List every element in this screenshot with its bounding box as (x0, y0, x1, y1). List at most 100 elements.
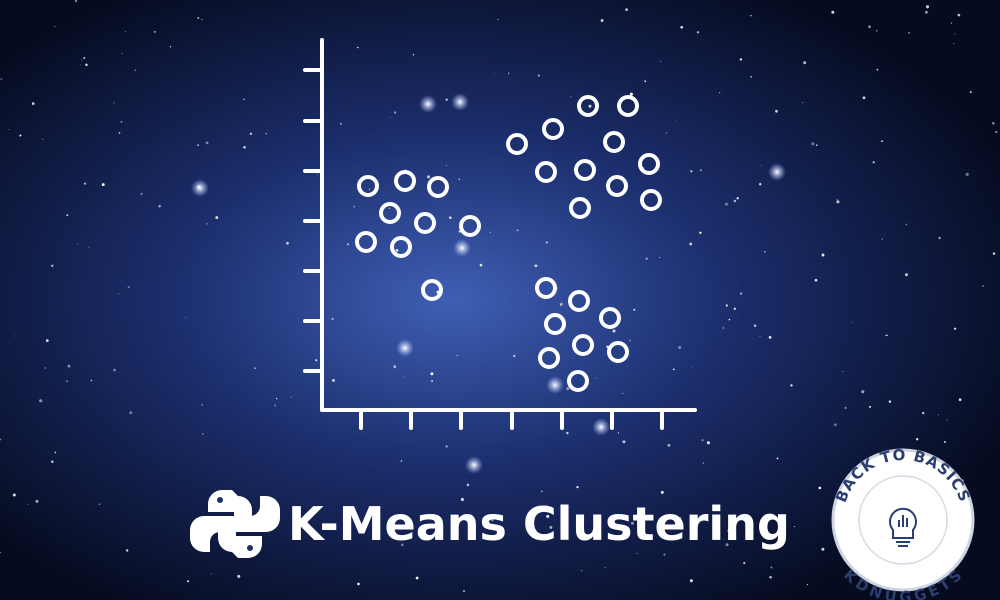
star (315, 359, 318, 362)
star (851, 322, 853, 324)
star (404, 376, 405, 378)
star (629, 92, 633, 96)
star (215, 216, 219, 220)
star (516, 229, 519, 232)
star (725, 202, 728, 206)
point (379, 202, 401, 224)
bright-star (451, 93, 469, 111)
star (83, 57, 86, 59)
star (395, 249, 399, 252)
star (834, 423, 837, 427)
plot-axes (303, 38, 697, 430)
star (969, 91, 972, 94)
star (413, 188, 414, 190)
star (636, 552, 638, 554)
star (201, 404, 203, 406)
star (736, 197, 739, 200)
star (254, 367, 256, 369)
point (355, 231, 377, 253)
star (881, 140, 883, 142)
star (81, 59, 83, 61)
star (794, 525, 796, 528)
star (775, 109, 778, 113)
star (872, 161, 875, 164)
point (617, 95, 639, 117)
star (885, 334, 887, 336)
star (905, 273, 908, 277)
star (633, 308, 636, 311)
point (535, 161, 557, 183)
star (595, 377, 597, 379)
star (534, 264, 538, 268)
point (535, 277, 557, 299)
star (995, 130, 998, 134)
star (622, 440, 626, 444)
star (750, 76, 752, 78)
star (560, 302, 563, 306)
star (430, 372, 434, 376)
star (415, 576, 419, 580)
bright-star (453, 239, 471, 257)
star (184, 317, 186, 319)
star (51, 460, 54, 463)
star (836, 198, 838, 200)
bright-star (191, 179, 209, 197)
star (153, 30, 156, 33)
star (448, 216, 452, 220)
star (600, 19, 604, 22)
star (953, 42, 955, 45)
star (158, 205, 161, 208)
star (0, 438, 2, 441)
star (660, 60, 662, 62)
star (706, 441, 710, 445)
bright-star (592, 418, 610, 436)
point (603, 131, 625, 153)
star (445, 164, 447, 166)
star (836, 200, 840, 204)
star (725, 304, 728, 307)
star (243, 98, 245, 101)
star (77, 243, 79, 245)
star (743, 561, 746, 565)
point (567, 370, 589, 392)
star (19, 134, 22, 137)
star (51, 264, 54, 267)
star (431, 380, 434, 383)
star (937, 414, 939, 416)
star (811, 142, 815, 146)
star (497, 19, 499, 21)
star (992, 252, 996, 255)
star (803, 61, 807, 65)
cluster-points (355, 95, 662, 392)
point (638, 153, 660, 175)
star (675, 120, 677, 122)
star (625, 8, 628, 11)
star (886, 334, 888, 337)
star (759, 183, 762, 186)
star (39, 399, 43, 403)
star (702, 462, 705, 464)
star (722, 327, 725, 329)
star (27, 503, 29, 505)
star (659, 257, 661, 258)
star (570, 96, 572, 98)
star (680, 26, 683, 29)
star (127, 286, 130, 289)
star (393, 365, 397, 369)
star (356, 46, 359, 49)
bright-star (546, 376, 564, 394)
star (513, 354, 516, 358)
point (599, 307, 621, 329)
star (576, 485, 579, 489)
star (699, 169, 702, 172)
star (733, 199, 737, 203)
star (689, 579, 693, 583)
star (818, 486, 822, 490)
star (689, 242, 693, 246)
star (725, 543, 729, 547)
bright-star (396, 339, 414, 357)
star (617, 432, 619, 434)
star (31, 102, 35, 105)
